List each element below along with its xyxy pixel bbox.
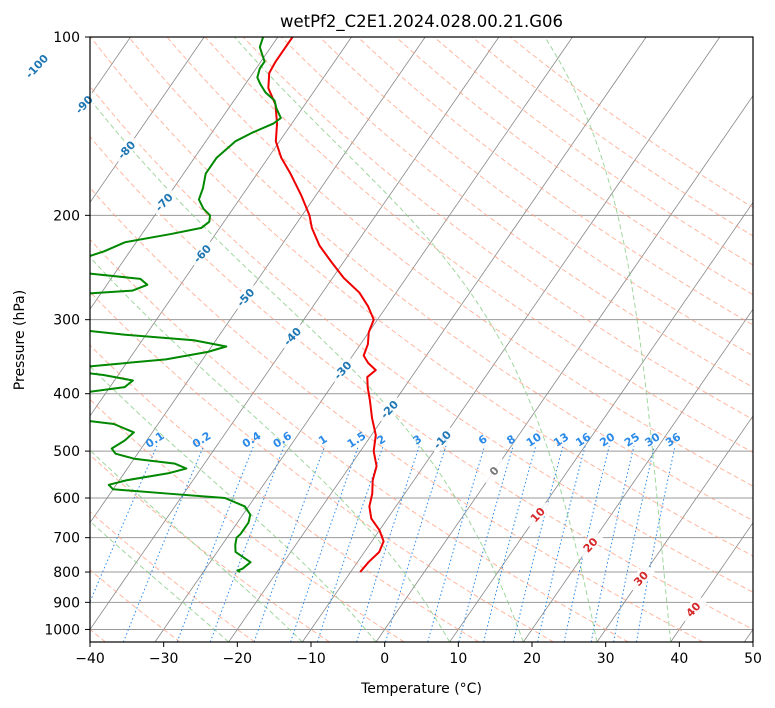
isotherm-label-bg xyxy=(230,282,260,312)
y-tick-label: 100 xyxy=(53,30,80,46)
moist-adiabat-line xyxy=(90,256,451,642)
moist-adiabat-line xyxy=(90,365,377,642)
y-tick-label: 300 xyxy=(53,313,80,329)
isotherm-line xyxy=(90,37,279,310)
mixing-ratio-line xyxy=(458,445,514,642)
dry-adiabat-line xyxy=(90,398,405,642)
moist-adiabat-line xyxy=(544,37,672,642)
mixing-ratio-line xyxy=(290,445,359,642)
isotherm-label-bg xyxy=(678,594,708,624)
plot-background xyxy=(90,37,753,642)
dry-adiabat-line xyxy=(90,569,181,642)
dry-adiabat-line xyxy=(90,344,480,642)
isotherm-line xyxy=(596,415,753,642)
y-tick-label: 600 xyxy=(53,491,80,507)
isotherm-line xyxy=(449,201,753,642)
mixing-ratio-line xyxy=(209,445,285,642)
dry-adiabat-line xyxy=(90,291,554,642)
mixing-ratio-line xyxy=(613,445,655,642)
dry-adiabat-line xyxy=(128,37,753,522)
x-tick-label: 10 xyxy=(449,651,467,667)
y-tick-label: 1000 xyxy=(44,622,80,638)
x-tick-label: 50 xyxy=(744,651,762,667)
moist-adiabat-line xyxy=(90,449,303,642)
isotherm-label: -100 xyxy=(23,52,52,81)
dry-adiabat-line xyxy=(90,238,629,642)
mixing-ratio-line xyxy=(635,445,676,642)
isotherm-label-bg xyxy=(22,51,51,81)
dry-adiabat-line xyxy=(242,37,753,421)
temperature-profile-line xyxy=(267,37,385,573)
mixing-ratio-line xyxy=(590,445,635,642)
moist-adiabat-line xyxy=(234,37,598,642)
y-tick-label: 800 xyxy=(53,565,80,581)
moist-adiabat-line xyxy=(90,520,230,642)
plot-frame xyxy=(89,36,754,643)
isotherm-label-bg xyxy=(187,238,217,268)
y-tick-label: 500 xyxy=(53,444,80,460)
x-axis: −40 −30 −20 −10 0 10 20 30 40 50 xyxy=(75,642,762,667)
isotherm-label-bg xyxy=(374,394,404,424)
y-tick-label: 900 xyxy=(53,595,80,611)
dry-adiabat-line xyxy=(204,37,753,454)
isotherm-label-bg xyxy=(69,89,98,119)
isotherm-label-bg xyxy=(427,424,457,454)
isotherm-label-bg xyxy=(111,134,141,165)
moist-adiabat-line xyxy=(90,98,524,642)
isotherm-line xyxy=(90,37,426,524)
chart-title: wetPf2_C2E1.2024.028.00.21.G06 xyxy=(280,12,563,32)
x-tick-label: −30 xyxy=(149,651,179,667)
dewpoint-profile-line xyxy=(90,37,282,573)
mixing-ratio-line xyxy=(253,445,326,642)
x-tick-label: −20 xyxy=(223,651,253,667)
isotherm-label-bg xyxy=(575,529,605,560)
isotherm-label-bg xyxy=(327,355,357,385)
mixing-ratio-line xyxy=(356,445,420,642)
dry-adiabat-line xyxy=(357,37,753,326)
dry-adiabat-line xyxy=(90,187,704,642)
isotherm-label-bg xyxy=(626,563,655,593)
mixing-ratio-line xyxy=(483,445,537,642)
isotherm-label-bg xyxy=(479,455,509,486)
mixing-ratio-line xyxy=(427,445,486,642)
isotherm-label-bg xyxy=(149,187,178,217)
dry-adiabat-line xyxy=(90,37,753,557)
mixing-ratio-line xyxy=(176,445,254,642)
y-tick-label: 200 xyxy=(53,208,80,224)
dry-adiabat-line xyxy=(395,37,753,296)
x-tick-label: 30 xyxy=(597,651,615,667)
mixing-ratio-line xyxy=(316,445,384,642)
isotherm-line xyxy=(0,37,57,642)
y-tick-label: 400 xyxy=(53,387,80,403)
mixing-ratio-line xyxy=(563,445,610,642)
y-axis-title: Pressure (hPa) xyxy=(12,290,28,390)
y-axis: 100 200 300 400 500 600 700 800 900 1000 xyxy=(44,30,90,638)
isotherm-line xyxy=(375,95,753,642)
isotherm-line xyxy=(670,521,753,642)
mixing-ratio-line xyxy=(537,445,586,642)
isotherm-line xyxy=(90,37,205,204)
x-tick-label: 0 xyxy=(380,651,389,667)
isotherm-line xyxy=(154,37,573,642)
x-axis-title: Temperature (°C) xyxy=(360,681,482,697)
isotherm-line xyxy=(90,37,352,417)
y-tick-label: 700 xyxy=(53,531,80,547)
isotherm-label-bg xyxy=(522,499,552,529)
isotherm-line xyxy=(228,37,647,642)
x-tick-label: 40 xyxy=(670,651,688,667)
profile-lines xyxy=(90,37,385,573)
mixing-ratio-line xyxy=(385,445,447,642)
x-tick-label: −40 xyxy=(75,651,105,667)
isotherm-label-bg xyxy=(277,321,307,351)
mixing-ratio-line xyxy=(512,445,564,642)
x-tick-label: 20 xyxy=(523,651,541,667)
x-tick-label: −10 xyxy=(296,651,326,667)
